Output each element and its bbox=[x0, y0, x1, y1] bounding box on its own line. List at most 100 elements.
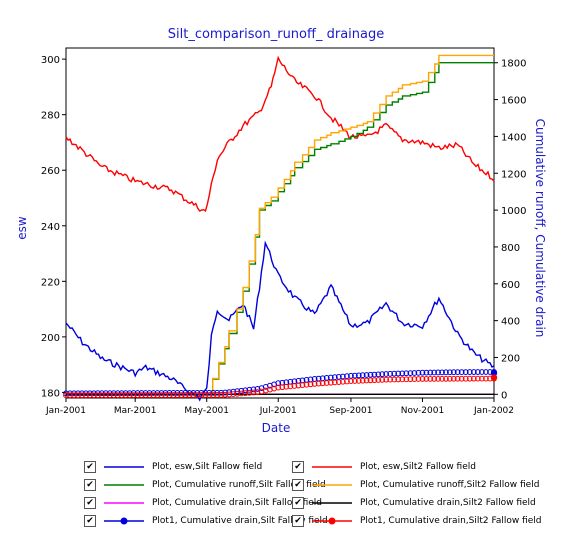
series-8-point bbox=[395, 376, 402, 383]
legend-swatch-icon bbox=[104, 466, 144, 468]
series-8-point bbox=[359, 377, 366, 384]
series-7-point bbox=[250, 386, 257, 393]
series-8-point bbox=[98, 392, 105, 399]
legend-label: Plot, esw,Silt2 Fallow field bbox=[360, 462, 476, 472]
series-8-point bbox=[82, 392, 89, 399]
series-7-point bbox=[242, 387, 249, 394]
y-right-tick-label: 200 bbox=[501, 353, 520, 364]
series-8-point bbox=[363, 377, 370, 384]
series-8-point bbox=[335, 379, 342, 385]
series-7-point bbox=[407, 370, 414, 377]
series-7-point bbox=[351, 372, 358, 379]
series-7-point bbox=[348, 372, 354, 379]
series-8-point bbox=[178, 392, 185, 398]
legend-checkbox[interactable]: ✔ bbox=[84, 515, 96, 527]
y-left-tick-label: 240 bbox=[41, 222, 60, 233]
series-7-point bbox=[391, 370, 398, 377]
series-8-point bbox=[415, 376, 422, 382]
series-8-point bbox=[450, 375, 457, 382]
series-8-point bbox=[307, 381, 314, 388]
series-8-point bbox=[443, 375, 449, 382]
series-8-point bbox=[90, 392, 97, 399]
x-tick-label: Nov-2001 bbox=[401, 406, 444, 416]
series-8-point bbox=[439, 375, 445, 382]
legend-item[interactable]: ✔ Plot, esw,Silt Fallow field bbox=[84, 460, 262, 474]
y-left-tick-label: 260 bbox=[41, 166, 60, 177]
series-7-point bbox=[443, 369, 449, 376]
plot-frame bbox=[65, 47, 495, 399]
x-axis-title: Date bbox=[262, 421, 291, 435]
series-7-point bbox=[454, 369, 461, 376]
y-right-tick-label: 0 bbox=[501, 390, 507, 401]
series-7-point bbox=[379, 371, 386, 378]
series-8-point bbox=[399, 376, 406, 383]
y-left-tick-label: 200 bbox=[41, 333, 60, 344]
series-8-point bbox=[126, 392, 133, 399]
legend-checkbox[interactable]: ✔ bbox=[292, 461, 304, 473]
legend-swatch-icon bbox=[312, 466, 352, 468]
series-7-point bbox=[431, 369, 438, 376]
legend-item[interactable]: ✔ Plot, Cumulative drain,Silt2 Fallow fie… bbox=[292, 496, 536, 510]
series-8-point bbox=[94, 392, 101, 399]
series-8-point bbox=[331, 379, 338, 386]
series-8-point bbox=[435, 375, 442, 382]
legend-item[interactable]: ✔ Plot, esw,Silt2 Fallow field bbox=[292, 460, 476, 474]
series-8-point bbox=[315, 380, 322, 387]
legend-item[interactable]: ✔ Plot1, Cumulative drain,Silt2 Fallow fi… bbox=[292, 514, 541, 528]
series-8-point bbox=[311, 380, 318, 387]
series-8-point bbox=[218, 392, 225, 398]
legend-checkbox[interactable]: ✔ bbox=[84, 497, 96, 509]
series-8-point bbox=[478, 375, 485, 382]
series-8-point bbox=[431, 375, 438, 382]
series-8-point bbox=[319, 380, 326, 387]
series-8-point bbox=[198, 392, 205, 398]
series-8-point bbox=[71, 392, 77, 399]
legend-checkbox[interactable]: ✔ bbox=[292, 479, 304, 491]
series-8-point bbox=[170, 392, 177, 398]
series-7-point bbox=[363, 372, 370, 378]
series-8-point bbox=[110, 392, 117, 399]
legend-item[interactable]: ✔ Plot, Cumulative drain,Silt Fallow fiel… bbox=[84, 496, 322, 510]
series-8-point bbox=[254, 389, 261, 396]
series-8-point bbox=[122, 392, 129, 399]
legend-checkbox[interactable]: ✔ bbox=[84, 461, 96, 473]
series-8-point bbox=[419, 376, 426, 382]
series-8-point bbox=[387, 376, 394, 383]
y-left-tick-label: 180 bbox=[41, 388, 60, 399]
series-7-point bbox=[466, 369, 473, 375]
y-left-tick-label: 220 bbox=[41, 277, 60, 288]
x-tick-label: Sep-2001 bbox=[329, 406, 372, 416]
series-7-point bbox=[435, 369, 442, 376]
series-8-point bbox=[154, 392, 161, 399]
series-7-point bbox=[254, 386, 261, 392]
plot-area: 180 200 220 240 260 280 300 0 200 400 600 800 1000 12… bbox=[41, 47, 526, 416]
legend-item[interactable]: ✔ Plot, Cumulative runoff,Silt2 Fallow fi… bbox=[292, 478, 539, 492]
series-7-point bbox=[470, 369, 477, 375]
legend-checkbox[interactable]: ✔ bbox=[292, 515, 304, 527]
series-8-point bbox=[348, 378, 354, 385]
series-8-point bbox=[299, 382, 306, 389]
series-7-point bbox=[375, 371, 382, 378]
series-7-point bbox=[403, 370, 410, 377]
series-8-point bbox=[423, 376, 430, 382]
series-7-point bbox=[411, 370, 418, 376]
legend-label: Plot, Cumulative runoff,Silt2 Fallow fie… bbox=[360, 480, 540, 490]
series-8-point bbox=[63, 392, 69, 399]
legend-item[interactable]: ✔ Plot1, Cumulative drain,Silt Fallow fie… bbox=[84, 514, 328, 528]
series-8-point bbox=[351, 378, 358, 384]
series-2-line bbox=[65, 55, 495, 213]
y-right-tick-label: 1400 bbox=[501, 132, 526, 143]
legend-item[interactable]: ✔ Plot, Cumulative runoff,Silt Fallow fie… bbox=[84, 478, 326, 492]
series-7-point bbox=[427, 369, 434, 376]
y-left-tick-label: 280 bbox=[41, 111, 60, 122]
legend-checkbox[interactable]: ✔ bbox=[292, 497, 304, 509]
series-1-line bbox=[65, 240, 495, 402]
series-8-point bbox=[67, 392, 73, 399]
series-8-point bbox=[283, 383, 290, 390]
series-8-point bbox=[391, 376, 398, 383]
series-8-point bbox=[114, 392, 121, 399]
legend-checkbox[interactable]: ✔ bbox=[84, 479, 96, 491]
series-8-point bbox=[190, 392, 197, 398]
series-8-point bbox=[454, 375, 461, 382]
series-8-point bbox=[371, 377, 378, 384]
